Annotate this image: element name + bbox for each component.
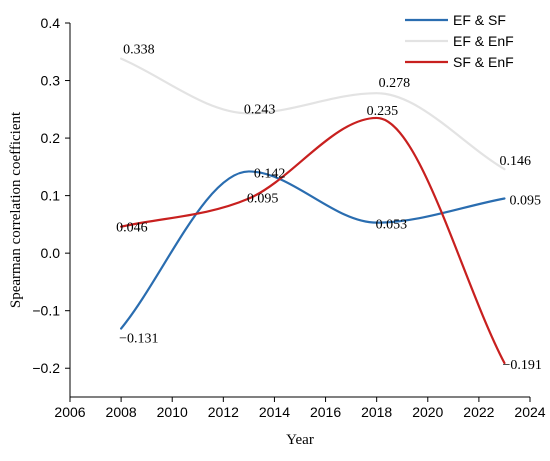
x-tick-label: 2016	[310, 404, 341, 420]
series-line-1	[120, 57, 506, 171]
series-lines	[120, 57, 506, 365]
x-tick-label: 2024	[514, 404, 545, 420]
y-tick-label: 0.4	[41, 15, 61, 31]
x-axis-ticks: 2006 2008 2010 2012 2014 2016 2018 2020 2022 2024	[54, 397, 546, 420]
legend: EF & SF EF & EnF SF & EnF	[405, 12, 514, 70]
series-line-0	[120, 170, 506, 330]
x-tick-label: 2012	[208, 404, 239, 420]
x-tick-label: 2006	[54, 404, 85, 420]
x-axis-title: Year	[286, 432, 314, 448]
data-label: 0.338	[123, 43, 155, 58]
series-line-2	[120, 116, 506, 365]
y-axis-title: Spearman correlation coefficient	[8, 111, 24, 308]
x-tick-label: 2008	[106, 404, 137, 420]
legend-label: EF & SF	[453, 12, 506, 28]
x-tick-label: 2020	[412, 404, 443, 420]
x-tick-label: 2010	[157, 404, 188, 420]
data-label: 0.046	[116, 221, 148, 236]
data-label: 0.146	[499, 154, 531, 169]
x-tick-label: 2014	[259, 404, 290, 420]
y-tick-label: 0.3	[41, 73, 61, 89]
axes	[69, 23, 530, 398]
data-label: 0.053	[376, 218, 408, 233]
data-label: 0.095	[509, 193, 541, 208]
x-tick-label: 2022	[463, 404, 494, 420]
y-tick-label: 0.1	[41, 188, 61, 204]
data-label: 0.278	[379, 76, 411, 91]
data-label: −0.131	[119, 332, 158, 347]
legend-label: SF & EnF	[453, 54, 514, 70]
y-tick-label: 0.2	[41, 130, 61, 146]
data-label: 0.243	[244, 102, 276, 117]
y-tick-label: −0.1	[32, 303, 60, 319]
data-label: −0.191	[502, 358, 541, 373]
y-axis-ticks: 0.4 0.3 0.2 0.1 0.0 −0.1 −0.2	[32, 15, 70, 376]
x-tick-label: 2018	[361, 404, 392, 420]
data-label: 0.235	[367, 104, 399, 119]
data-label: 0.142	[254, 166, 286, 181]
y-tick-label: −0.2	[32, 360, 60, 376]
data-label: 0.095	[247, 191, 279, 206]
data-labels: −0.131 0.142 0.053 0.095 0.338 0.243 0.278 0.14…	[116, 43, 542, 373]
y-tick-label: 0.0	[41, 245, 61, 261]
legend-label: EF & EnF	[453, 33, 514, 49]
